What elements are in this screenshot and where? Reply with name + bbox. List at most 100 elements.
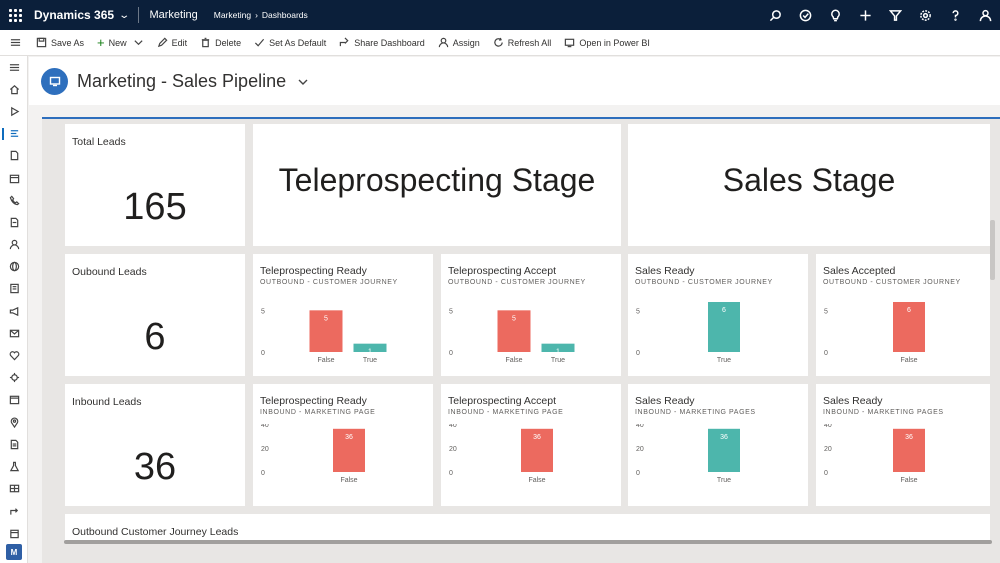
home-icon[interactable] <box>0 78 28 100</box>
recent-icon[interactable] <box>0 100 28 122</box>
y-tick-label: 0 <box>449 350 453 357</box>
set-as-default-label: Set As Default <box>269 37 327 48</box>
y-tick-label: 0 <box>261 350 265 357</box>
chart-tile[interactable]: Teleprospecting Accept INBOUND - MARKETIN… <box>441 384 621 506</box>
document-icon[interactable] <box>0 145 28 167</box>
package-icon[interactable] <box>0 522 28 544</box>
report-icon[interactable] <box>0 278 28 300</box>
stage-heading: Sales Stage <box>722 162 896 198</box>
chart-tile[interactable]: Sales Accepted OUTBOUND - CUSTOMER JOURNE… <box>816 254 990 376</box>
route-icon[interactable] <box>0 500 28 522</box>
chart-tile[interactable]: Teleprospecting Ready OUTBOUND - CUSTOMER… <box>253 254 433 376</box>
chevron-down-icon[interactable]: ⌄ <box>118 9 131 21</box>
breadcrumb-item-dashboards[interactable]: Dashboards <box>261 10 308 20</box>
tile-label: Outbound Customer Journey Leads <box>72 526 239 538</box>
chevron-down-icon[interactable] <box>297 75 309 87</box>
y-tick-label: 20 <box>636 446 644 453</box>
chevron-right-icon: › <box>255 10 258 20</box>
person-icon[interactable] <box>970 0 1000 30</box>
chart-tile[interactable]: Sales Ready OUTBOUND - CUSTOMER JOURNEY 0 5… <box>628 254 808 376</box>
share-icon <box>339 37 349 47</box>
y-tick-label: 40 <box>261 424 269 429</box>
tile-label: Total Leads <box>72 136 126 148</box>
lightbulb-icon[interactable] <box>820 0 850 30</box>
hamburger-menu-icon[interactable] <box>0 30 30 56</box>
task-list-icon[interactable] <box>0 211 28 233</box>
globe-icon[interactable] <box>0 256 28 278</box>
bar-chart: 0 20 40 36 False <box>261 424 365 484</box>
chart-tile[interactable]: Sales Ready INBOUND - MARKETING PAGES 0 20 4… <box>628 384 808 506</box>
x-tick-label: False <box>505 357 522 364</box>
chart-title: Teleprospecting Accept <box>448 265 556 277</box>
bar <box>893 302 925 352</box>
bar-chart: 0 20 40 36 False <box>449 424 553 484</box>
contact-icon[interactable] <box>0 234 28 256</box>
inbound-leads-tile: Inbound Leads 36 <box>65 384 245 506</box>
x-tick-label: False <box>900 357 917 364</box>
horizontal-scrollbar[interactable] <box>64 540 992 544</box>
form-icon[interactable] <box>0 433 28 455</box>
tile-label: Inbound Leads <box>72 396 142 408</box>
new-button[interactable]: + New <box>97 36 144 49</box>
command-bar: Save As + New Edit Delete Set As Default… <box>0 30 1000 56</box>
event-icon[interactable] <box>0 389 28 411</box>
breadcrumb-item-marketing[interactable]: Marketing <box>213 10 252 20</box>
chart-subtitle: INBOUND - MARKETING PAGES <box>823 409 944 416</box>
dashboards-icon[interactable] <box>0 123 28 145</box>
outbound-leads-tile: Oubound Leads 6 <box>65 254 245 376</box>
flask-icon[interactable] <box>0 455 28 477</box>
y-tick-label: 5 <box>636 308 640 315</box>
search-icon[interactable] <box>760 0 790 30</box>
chart-subtitle: INBOUND - MARKETING PAGE <box>448 409 564 416</box>
set-as-default-button[interactable]: Set As Default <box>254 37 326 48</box>
mail-icon[interactable] <box>0 322 28 344</box>
bar <box>333 428 365 472</box>
dashboard-icon <box>41 67 68 95</box>
puzzle-icon[interactable] <box>0 367 28 389</box>
calendar-icon[interactable] <box>0 167 28 189</box>
x-tick-label: True <box>717 477 731 484</box>
delete-label: Delete <box>215 37 242 48</box>
x-tick-label: False <box>340 477 357 484</box>
stage-heading: Teleprospecting Stage <box>278 162 596 198</box>
edit-button[interactable]: Edit <box>157 37 187 48</box>
chart-subtitle: OUTBOUND - CUSTOMER JOURNEY <box>260 279 398 286</box>
megaphone-icon[interactable] <box>0 300 28 322</box>
y-tick-label: 0 <box>261 470 265 477</box>
menu-icon[interactable] <box>0 56 28 78</box>
brand-name[interactable]: Dynamics 365 <box>34 8 115 22</box>
delete-button[interactable]: Delete <box>200 37 241 48</box>
chart-tile[interactable]: Teleprospecting Ready INBOUND - MARKETING… <box>253 384 433 506</box>
outbound-customer-journey-tile: Outbound Customer Journey Leads <box>65 514 990 544</box>
settings-icon[interactable] <box>910 0 940 30</box>
chart-subtitle: OUTBOUND - CUSTOMER JOURNEY <box>635 279 773 286</box>
bar-chart: 0 20 40 36 False <box>824 424 925 484</box>
app-launcher-icon[interactable] <box>0 0 30 30</box>
chevron-down-icon[interactable] <box>133 37 144 48</box>
divider <box>138 7 140 23</box>
save-as-button[interactable]: Save As <box>36 37 84 48</box>
chart-title: Sales Ready <box>635 265 695 277</box>
y-tick-label: 0 <box>636 470 640 477</box>
breadcrumb: Marketing › Dashboards <box>214 10 308 20</box>
app-name[interactable]: Marketing <box>149 9 198 21</box>
plus-icon[interactable] <box>850 0 880 30</box>
share-dashboard-button[interactable]: Share Dashboard <box>339 37 425 48</box>
y-tick-label: 5 <box>261 308 265 315</box>
location-icon[interactable] <box>0 411 28 433</box>
chart-title: Teleprospecting Ready <box>260 265 367 277</box>
vertical-scrollbar[interactable] <box>990 220 995 280</box>
open-in-power-bi-button[interactable]: Open in Power BI <box>564 37 650 48</box>
chart-tile[interactable]: Teleprospecting Accept OUTBOUND - CUSTOME… <box>441 254 621 376</box>
table-icon[interactable] <box>0 478 28 500</box>
task-icon[interactable] <box>790 0 820 30</box>
chart-tile[interactable]: Sales Ready INBOUND - MARKETING PAGES 0 20 4… <box>816 384 990 506</box>
help-icon[interactable] <box>940 0 970 30</box>
area-switcher-avatar[interactable]: M <box>6 544 22 560</box>
filter-icon[interactable] <box>880 0 910 30</box>
refresh-all-button[interactable]: Refresh All <box>493 37 551 48</box>
assign-button[interactable]: Assign <box>438 37 480 48</box>
phone-icon[interactable] <box>0 189 28 211</box>
heart-icon[interactable] <box>0 344 28 366</box>
